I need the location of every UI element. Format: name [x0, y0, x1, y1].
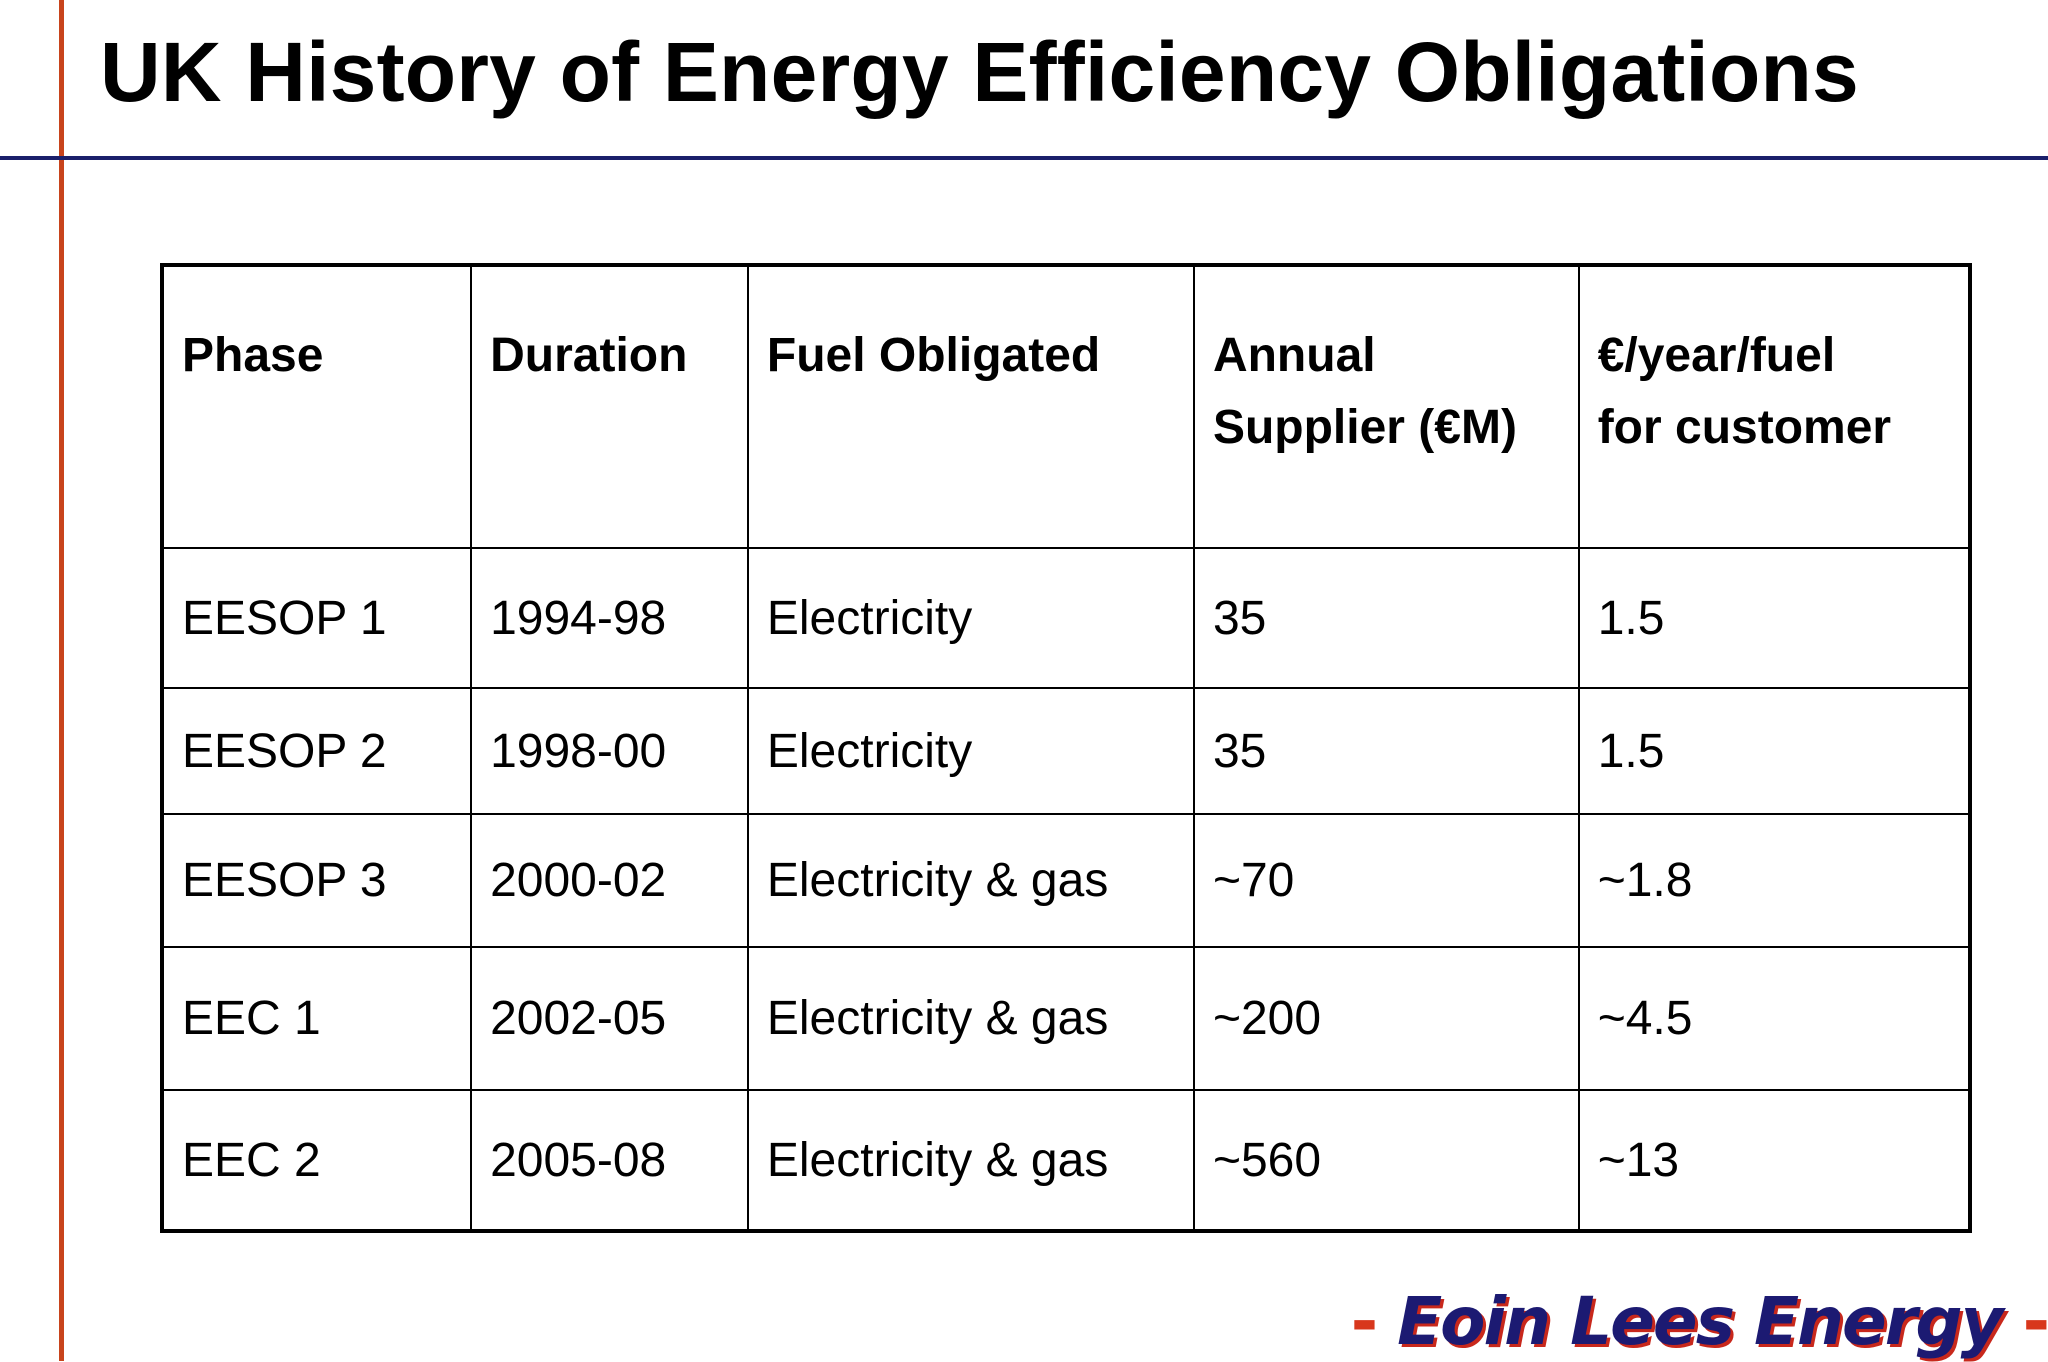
vertical-accent-line: [59, 0, 64, 1361]
title-divider-line: [0, 156, 2048, 160]
cell-phase: EESOP 2: [160, 687, 473, 815]
cell-fuel: Electricity: [746, 547, 1195, 689]
footer-brand-logo: - Eoin Lees Energy -: [1351, 1282, 2048, 1362]
cell-fuel: Electricity: [746, 687, 1195, 815]
header-duration: Duration: [470, 264, 749, 549]
obligations-table: Phase Duration Fuel Obligated Annual Sup…: [160, 263, 1972, 1233]
cell-euro-per-year: 1.5: [1577, 547, 1972, 689]
cell-annual-supplier: ~560: [1192, 1089, 1580, 1232]
header-fuel-obligated: Fuel Obligated: [746, 264, 1195, 549]
cell-annual-supplier: ~70: [1192, 813, 1580, 948]
cell-phase: EESOP 1: [160, 547, 473, 689]
page-title: UK History of Energy Efficiency Obligati…: [100, 25, 1859, 119]
footer-brand-text: Eoin Lees Energy: [1397, 1283, 2004, 1360]
cell-fuel: Electricity & gas: [746, 1089, 1195, 1232]
header-annual-supplier: Annual Supplier (€M): [1192, 264, 1580, 549]
header-phase: Phase: [160, 264, 473, 549]
cell-duration: 1998-00: [470, 687, 749, 815]
cell-euro-per-year: ~4.5: [1577, 946, 1972, 1091]
cell-annual-supplier: 35: [1192, 687, 1580, 815]
table-row: EESOP 2 1998-00 Electricity 35 1.5: [160, 687, 1972, 815]
footer-dash-right: -: [2022, 1283, 2048, 1360]
table-row: EESOP 3 2000-02 Electricity & gas ~70 ~1…: [160, 813, 1972, 948]
cell-euro-per-year: 1.5: [1577, 687, 1972, 815]
cell-euro-per-year: ~13: [1577, 1089, 1972, 1232]
cell-duration: 2000-02: [470, 813, 749, 948]
table-row: EEC 1 2002-05 Electricity & gas ~200 ~4.…: [160, 946, 1972, 1091]
cell-annual-supplier: ~200: [1192, 946, 1580, 1091]
cell-euro-per-year: ~1.8: [1577, 813, 1972, 948]
cell-fuel: Electricity & gas: [746, 946, 1195, 1091]
cell-duration: 2005-08: [470, 1089, 749, 1232]
footer-dash-left: -: [1350, 1283, 1378, 1360]
cell-duration: 2002-05: [470, 946, 749, 1091]
cell-duration: 1994-98: [470, 547, 749, 689]
table-header-row: Phase Duration Fuel Obligated Annual Sup…: [160, 264, 1972, 549]
table-row: EEC 2 2005-08 Electricity & gas ~560 ~13: [160, 1089, 1972, 1232]
cell-phase: EESOP 3: [160, 813, 473, 948]
header-euro-per-year: €/year/fuel for customer: [1577, 264, 1972, 549]
cell-phase: EEC 2: [160, 1089, 473, 1232]
cell-fuel: Electricity & gas: [746, 813, 1195, 948]
cell-annual-supplier: 35: [1192, 547, 1580, 689]
table-row: EESOP 1 1994-98 Electricity 35 1.5: [160, 547, 1972, 689]
cell-phase: EEC 1: [160, 946, 473, 1091]
